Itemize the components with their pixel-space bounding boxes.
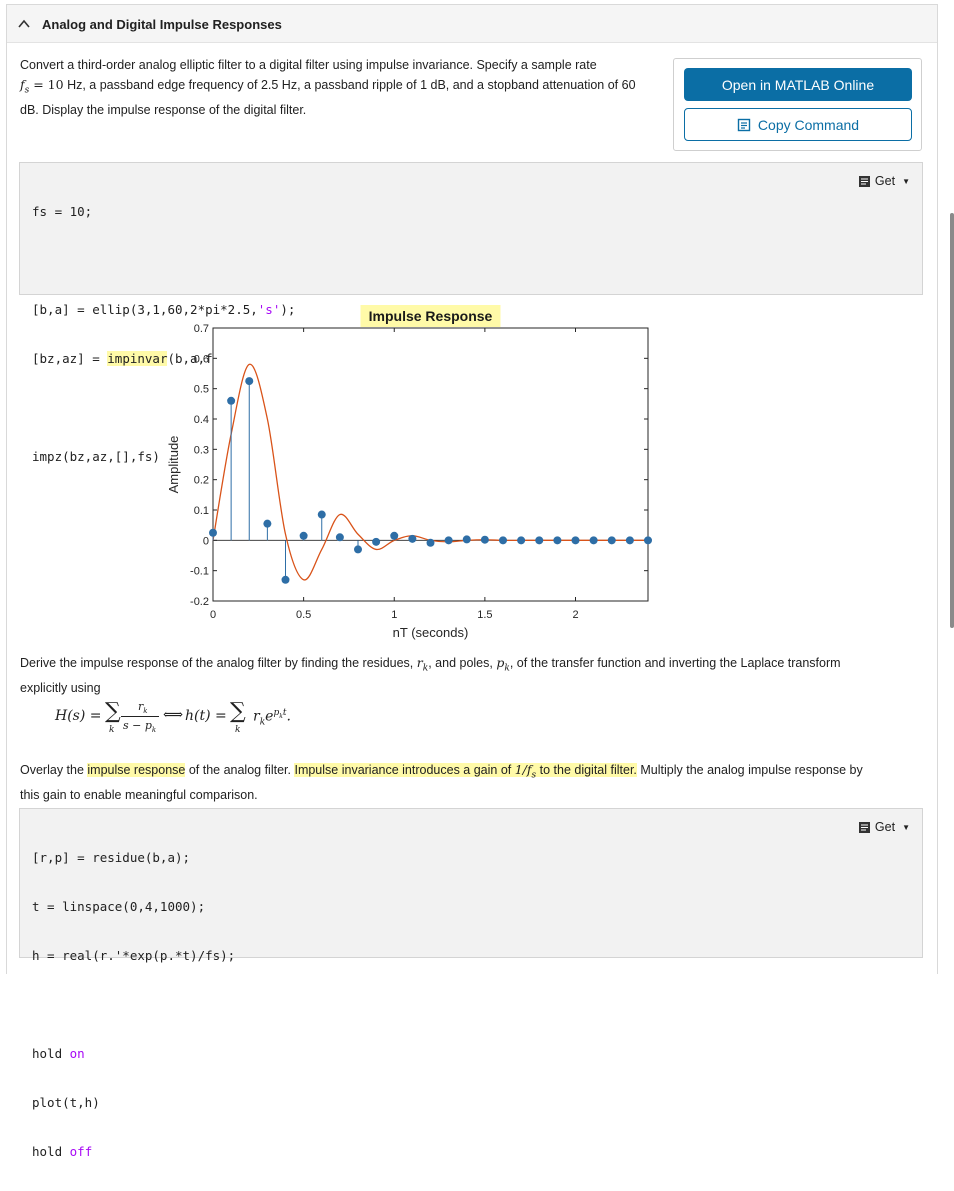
stem-marker — [263, 519, 272, 528]
get-label: Get — [874, 174, 896, 188]
stem-marker — [227, 396, 236, 405]
code-block-1[interactable]: Get ▼ fs = 10; [b,a] = ellip(3,1,60,2*pi*… — [19, 162, 923, 464]
y-tick-label: 0.3 — [194, 444, 209, 456]
stem-marker — [390, 531, 399, 540]
stem-marker — [408, 534, 417, 543]
caret-down-icon: ▼ — [902, 176, 910, 186]
get-button[interactable]: Get ▼ — [858, 174, 910, 188]
title-highlight — [360, 305, 501, 327]
x-tick-label: 1 — [391, 609, 397, 621]
y-tick-label: 0.6 — [194, 353, 209, 365]
panel-header[interactable]: Analog and Digital Impulse Responses — [7, 5, 937, 43]
get-button[interactable]: Get ▼ — [858, 820, 910, 834]
stem-marker — [571, 536, 580, 545]
y-tick-label: -0.1 — [190, 566, 209, 578]
overlay-paragraph: Overlay the impulse response of the anal… — [20, 762, 863, 802]
open-in-matlab-online-button[interactable]: Open in MATLAB Online — [684, 68, 912, 101]
stem-marker — [462, 535, 471, 544]
stem-marker — [317, 510, 326, 519]
panel-title: Analog and Digital Impulse Responses — [42, 17, 282, 32]
stem-marker — [299, 531, 308, 540]
scrollbar[interactable] — [950, 213, 954, 628]
stem-marker — [480, 535, 489, 544]
y-tick-label: 0.1 — [194, 505, 209, 517]
x-tick-label: 1.5 — [477, 609, 492, 621]
x-tick-label: 0 — [210, 609, 216, 621]
y-axis-label: Amplitude — [166, 436, 181, 494]
y-tick-label: 0.7 — [194, 323, 209, 335]
stem-marker — [354, 545, 362, 554]
chart-title: Impulse Response — [369, 308, 493, 324]
derive-paragraph: Derive the impulse response of the analo… — [20, 655, 841, 695]
code-text-2: [r,p] = residue(b,a); t = linspace(0,4,1… — [32, 850, 236, 1159]
stem-marker — [517, 536, 526, 545]
impulse-response-chart: -0.2 -0.1 0 0.1 0.2 0.3 0.4 0.5 0.6 0.7 0 0.5 1 1.5 2 I… — [166, 305, 652, 640]
y-tick-label: 0.2 — [194, 475, 209, 487]
stem-marker — [625, 536, 634, 545]
code-block-2[interactable]: Get ▼ [r,p] = residue(b,a); t = linspace(… — [19, 808, 923, 1159]
stem-marker — [209, 528, 217, 537]
x-tick-label: 0.5 — [296, 609, 311, 621]
stem-marker — [335, 533, 344, 542]
y-tick-label: -0.2 — [190, 596, 209, 608]
copy-command-label: Copy Command — [757, 116, 860, 133]
document-icon — [858, 821, 870, 833]
stem-marker — [444, 536, 453, 545]
stem-marker — [426, 538, 435, 547]
y-tick-label: 0 — [203, 535, 209, 547]
get-label: Get — [874, 820, 896, 834]
document-icon — [858, 175, 870, 187]
y-tick-label: 0.5 — [194, 384, 209, 396]
stem-marker — [281, 575, 290, 584]
stem-marker — [553, 536, 562, 545]
stem-marker — [589, 536, 598, 545]
x-axis-label: nT (seconds) — [393, 625, 469, 640]
y-tick-label: 0.4 — [194, 414, 209, 426]
stem-marker — [499, 536, 507, 545]
caret-down-icon: ▼ — [902, 822, 910, 832]
plot-area — [212, 327, 649, 602]
code-text-1: fs = 10; [b,a] = ellip(3,1,60,2*pi*2.5,'… — [32, 204, 296, 464]
copy-command-button[interactable]: Copy Command — [684, 108, 912, 141]
stem-marker — [372, 537, 381, 546]
clipboard-icon — [737, 118, 751, 131]
x-tick-label: 2 — [572, 609, 578, 621]
stem-marker — [644, 536, 652, 545]
action-box — [673, 58, 922, 151]
intro-text: Convert a third-order analog elliptic fi… — [20, 58, 636, 117]
chevron-up-icon[interactable] — [17, 17, 31, 31]
stem-marker — [245, 377, 254, 386]
stem-marker — [535, 536, 544, 545]
stem-marker — [607, 536, 616, 545]
